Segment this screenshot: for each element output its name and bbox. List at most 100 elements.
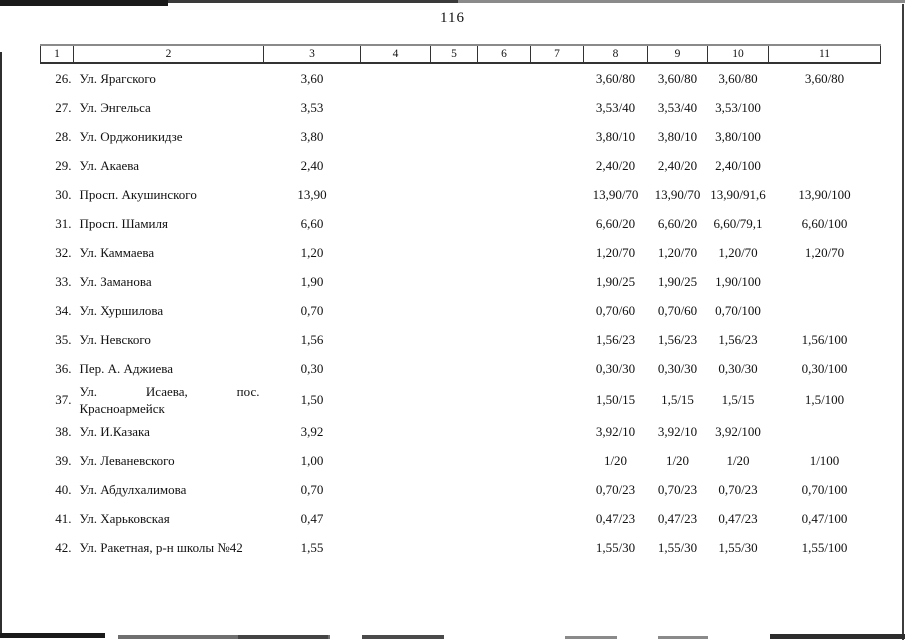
- value-cell: 6,60/79,1: [713, 215, 763, 231]
- value-cell: [361, 267, 431, 296]
- column-header-10: 10: [707, 44, 769, 64]
- value-cell: [531, 383, 584, 417]
- value-cell: 2,40/20: [595, 157, 636, 173]
- table-row: 40. Ул. Абдулхалимова 0,70 0,70/23 0,70/23 0,…: [41, 475, 881, 504]
- value-cell: [769, 267, 881, 296]
- value-cell: [531, 354, 584, 383]
- value-cell: 1,5/100: [804, 392, 845, 407]
- value-cell: [478, 533, 531, 562]
- column-header-3: 3: [263, 44, 361, 64]
- value-cell: [478, 296, 531, 325]
- value-cell: [431, 180, 478, 209]
- value-cell: [478, 209, 531, 238]
- row-number-cell: 42.: [55, 539, 72, 555]
- street-name-cell: Ул. И.Казака: [79, 423, 150, 439]
- value-cell: [531, 267, 584, 296]
- value-cell: [431, 209, 478, 238]
- scan-edge-bottom: [362, 635, 444, 639]
- value-cell: 3,80: [300, 128, 324, 144]
- street-name-cell: Ул. Невского: [79, 331, 151, 347]
- street-name-cell: Ул. Орджоникидзе: [79, 128, 183, 144]
- value-cell: [478, 238, 531, 267]
- value-cell: 0,30/30: [657, 360, 698, 376]
- value-cell: 1,56/100: [801, 331, 848, 347]
- scan-edge-top-middle: [168, 0, 458, 3]
- value-cell: [478, 180, 531, 209]
- value-cell: [361, 151, 431, 180]
- table-row: 34. Ул. Хуршилова 0,70 0,70/60 0,70/60 0,70/1…: [41, 296, 881, 325]
- scan-edge-left: [0, 52, 2, 638]
- scan-edge-top-left: [0, 0, 168, 6]
- value-cell: [478, 267, 531, 296]
- value-cell: 0,70/23: [718, 481, 758, 497]
- value-cell: 2,40/100: [715, 157, 761, 173]
- table-row: 30. Просп. Акушинского 13,90 13,90/70 13,90/…: [41, 180, 881, 209]
- scan-edge-bottom: [0, 633, 105, 638]
- row-number-cell: 33.: [55, 273, 72, 289]
- value-cell: 13,90/70: [592, 186, 639, 202]
- street-name-cell: Ул. Абдулхалимова: [79, 481, 187, 497]
- value-cell: 0,30/30: [718, 360, 758, 376]
- table-row: 38. Ул. И.Казака 3,92 3,92/10 3,92/10 3,92/10…: [41, 417, 881, 446]
- value-cell: 0,70: [300, 302, 324, 318]
- row-number-cell: 38.: [55, 423, 72, 439]
- value-cell: [431, 267, 478, 296]
- value-cell: 0,47: [300, 510, 324, 526]
- value-cell: 0,47/23: [657, 510, 698, 526]
- row-number-cell: 27.: [55, 99, 72, 115]
- value-cell: [531, 475, 584, 504]
- value-cell: 1,56/23: [718, 331, 758, 347]
- row-number-cell: 28.: [55, 128, 72, 144]
- column-header-6: 6: [477, 44, 531, 64]
- value-cell: 1,55/30: [595, 539, 636, 555]
- value-cell: [431, 238, 478, 267]
- value-cell: [431, 475, 478, 504]
- value-cell: [431, 417, 478, 446]
- value-cell: 1/20: [726, 452, 750, 468]
- value-cell: [531, 446, 584, 475]
- value-cell: [531, 238, 584, 267]
- value-cell: [431, 533, 478, 562]
- scan-edge-bottom: [238, 635, 328, 639]
- value-cell: [769, 122, 881, 151]
- street-name-cell: Просп. Шамиля: [79, 215, 168, 231]
- value-cell: 3,60/80: [657, 70, 698, 86]
- scan-edge-top-right: [458, 0, 905, 3]
- value-cell: 13,90/70: [654, 186, 701, 202]
- value-cell: 1,56/23: [595, 331, 636, 347]
- street-name-cell: Пер. А. Аджиева: [79, 360, 174, 376]
- value-cell: [478, 63, 531, 93]
- column-header-4: 4: [360, 44, 431, 64]
- street-name-cell: Ул. Акаева: [79, 157, 140, 173]
- row-number-cell: 34.: [55, 302, 72, 318]
- value-cell: [361, 238, 431, 267]
- value-cell: 1,5/15: [661, 392, 694, 407]
- value-cell: 3,80/10: [595, 128, 636, 144]
- value-cell: 3,60: [300, 70, 324, 86]
- column-header-9: 9: [647, 44, 708, 64]
- street-name-line: Красноармейск: [79, 401, 165, 416]
- scan-edge-right: [902, 4, 904, 640]
- value-cell: [769, 417, 881, 446]
- value-cell: 1,55/30: [657, 539, 698, 555]
- table-row: 26. Ул. Ярагского 3,60 3,60/80 3,60/80 3,60/8…: [41, 63, 881, 93]
- column-header-5: 5: [430, 44, 478, 64]
- value-cell: 1,55: [300, 539, 324, 555]
- value-cell: 1,56: [300, 331, 324, 347]
- street-measurements-table: 1 2 3 4 5 6 7 8 9 10 11 26. Ул. Ярагского 3,60 3,60/8…: [40, 44, 881, 562]
- table-row: 35. Ул. Невского 1,56 1,56/23 1,56/23 1,56/23…: [41, 325, 881, 354]
- row-number-cell: 30.: [55, 186, 72, 202]
- value-cell: 3,92/10: [595, 423, 636, 439]
- column-header-11: 11: [768, 44, 881, 64]
- value-cell: [478, 475, 531, 504]
- value-cell: 1,90: [300, 273, 324, 289]
- value-cell: 1,5/15: [721, 392, 755, 407]
- value-cell: 3,92/100: [715, 423, 761, 439]
- value-cell: 1/100: [809, 452, 840, 468]
- value-cell: 3,53: [300, 99, 324, 115]
- value-cell: 3,60/80: [595, 70, 636, 86]
- row-number-cell: 41.: [55, 510, 72, 526]
- value-cell: 0,70: [300, 481, 324, 497]
- row-number-cell: 31.: [55, 215, 72, 231]
- column-header-7: 7: [530, 44, 584, 64]
